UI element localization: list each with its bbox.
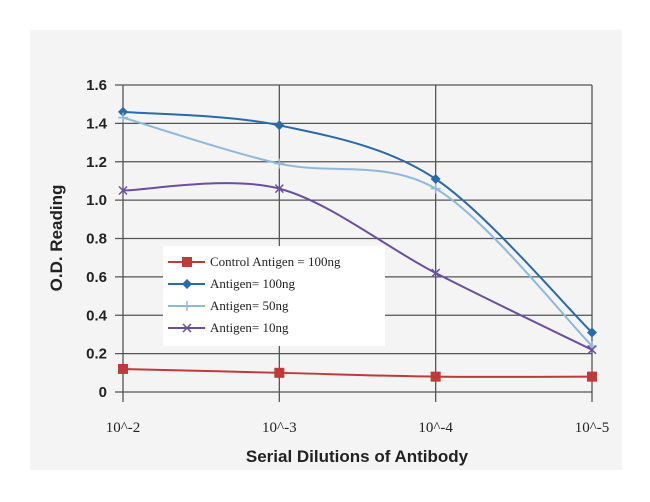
legend-item: Control Antigen = 100ng: [168, 254, 341, 269]
legend-label: Antigen= 100ng: [210, 276, 295, 291]
data-point-x: [182, 323, 192, 333]
x-tick-label: 10^-3: [262, 420, 297, 436]
series-line: [122, 110, 593, 334]
data-point-x: [274, 184, 284, 194]
y-tick-label: 1.6: [86, 77, 107, 94]
data-point-diamond: [587, 327, 597, 338]
x-tick-label: 10^-4: [418, 420, 453, 436]
y-tick-label: 1.2: [86, 154, 107, 171]
legend-label: Antigen= 10ng: [210, 320, 289, 335]
series-line: [122, 116, 593, 347]
series-1: [118, 106, 597, 338]
series-line: [122, 367, 593, 378]
y-tick-label: 0.4: [86, 307, 108, 324]
tick-labels: 0 0.2 0.4 0.6 0.8 1.0 1.2 1.4 1.6 10^-2 10^-3 10^-4…: [86, 77, 609, 436]
y-tick-label: 0: [99, 384, 107, 401]
y-tick-label: 1.0: [86, 192, 107, 209]
series-3: [118, 182, 597, 355]
data-point-x: [431, 268, 441, 278]
legend: Control Antigen = 100ng Antigen= 100ng Ant…: [163, 246, 385, 346]
data-point-x: [587, 345, 597, 355]
x-tick-label: 10^-5: [575, 420, 610, 436]
data-point-diamond: [182, 279, 192, 289]
y-tick-label: 0.6: [86, 269, 107, 286]
data-point-x: [118, 186, 128, 196]
series-line: [122, 182, 593, 351]
y-axis-label: O.D. Reading: [47, 185, 66, 292]
data-point-plus: [118, 112, 128, 123]
legend-item: Antigen= 10ng: [168, 320, 289, 335]
data-point-diamond: [430, 174, 441, 185]
data-point-square: [430, 371, 441, 382]
data-point-square: [182, 257, 192, 267]
series-lines: [118, 106, 597, 382]
data-point-plus: [274, 158, 285, 169]
data-point-square: [118, 363, 128, 374]
data-point-plus: [430, 183, 441, 194]
y-tick-label: 0.8: [86, 231, 107, 248]
data-point-square: [587, 371, 597, 382]
data-point-square: [274, 367, 285, 378]
data-point-diamond: [118, 106, 128, 117]
legend-label: Antigen= 50ng: [210, 298, 289, 313]
legend-item: Antigen= 100ng: [168, 276, 295, 291]
data-point-plus: [182, 301, 192, 311]
y-tick-label: 0.2: [86, 346, 107, 363]
y-tick-label: 1.4: [86, 115, 108, 132]
data-point-diamond: [274, 120, 285, 131]
legend-item: Antigen= 50ng: [168, 298, 289, 313]
series-0: [118, 363, 597, 382]
x-axis-label: Serial Dilutions of Antibody: [246, 447, 469, 466]
legend-label: Control Antigen = 100ng: [210, 254, 341, 269]
x-tick-label: 10^-2: [106, 420, 141, 436]
series-2: [118, 112, 597, 351]
